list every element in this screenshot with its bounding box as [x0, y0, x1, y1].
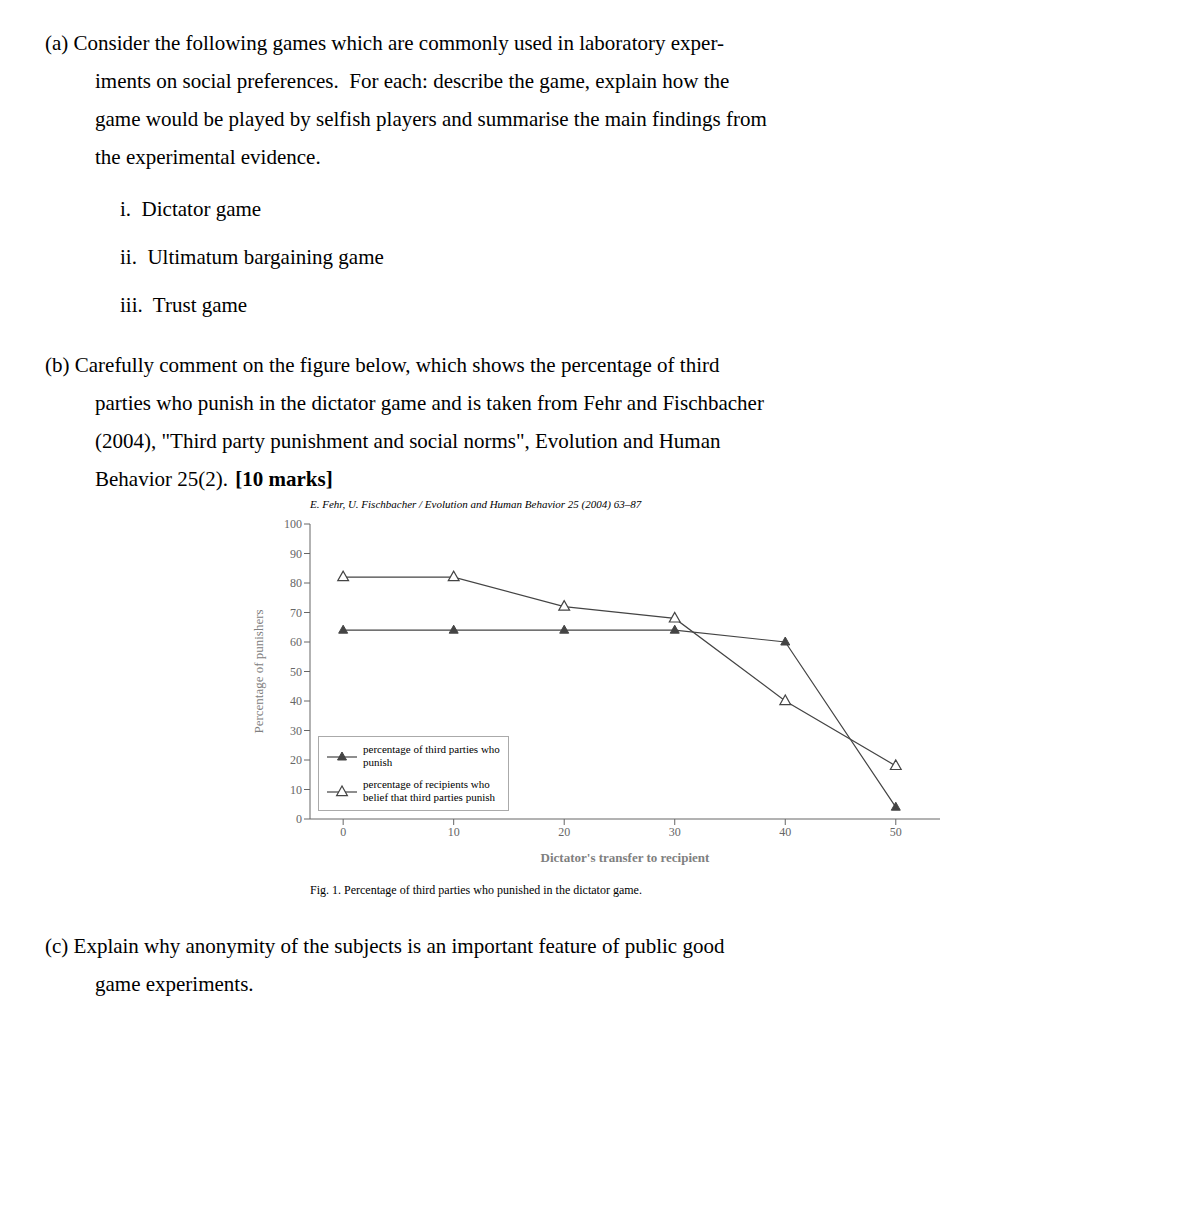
svg-text:10: 10 [448, 825, 460, 839]
html-text:Behavior 25(2). [10 marks]: Behavior 25(2). [10 marks] [95, 467, 333, 491]
html-text:Fig. 1. Percentage of third pa: Fig. 1. Percentage of third parties who … [310, 883, 642, 897]
svg-text:30: 30 [669, 825, 681, 839]
svg-text:Percentage of punishers: Percentage of punishers [251, 609, 266, 733]
svg-text:60: 60 [290, 635, 302, 649]
svg-text:20: 20 [558, 825, 570, 839]
svg-text:0: 0 [296, 812, 302, 826]
html-text:game experiments.: game experiments. [95, 972, 254, 996]
html-text:(c) Explain why anonymity of t: (c) Explain why anonymity of the subject… [45, 934, 725, 958]
html-text:percentage of third parties wh: percentage of third parties who punish [363, 743, 500, 769]
svg-text:30: 30 [290, 724, 302, 738]
svg-text:10: 10 [290, 783, 302, 797]
svg-text:70: 70 [290, 606, 302, 620]
svg-text:50: 50 [290, 665, 302, 679]
html-text:game would be played by selfis: game would be played by selfish players … [95, 107, 767, 131]
svg-text:40: 40 [290, 694, 302, 708]
html-text:i. Dictator game: i. Dictator game [120, 197, 262, 221]
svg-text:20: 20 [290, 753, 302, 767]
html-text:(b) Carefully comment on the f: (b) Carefully comment on the figure belo… [45, 353, 720, 377]
svg-text:100: 100 [284, 517, 302, 531]
svg-text:0: 0 [340, 825, 346, 839]
html-text:iii. Trust game: iii. Trust game [120, 293, 248, 317]
html-text:parties who punish in the dict: parties who punish in the dictator game … [95, 391, 764, 415]
svg-text:40: 40 [779, 825, 791, 839]
html-text:iments on social preferences.: iments on social preferences. For each: … [95, 69, 730, 93]
html-text:E. Fehr, U. Fischbacher / Evol: E. Fehr, U. Fischbacher / Evolution and … [310, 498, 642, 510]
svg-text:90: 90 [290, 547, 302, 561]
html-text:ii. Ultimatum bargaining game: ii. Ultimatum bargaining game [120, 245, 384, 269]
svg-text:80: 80 [290, 576, 302, 590]
svg-text:Dictator's transfer to recipie: Dictator's transfer to recipient [541, 850, 710, 865]
html-text:(a) Consider the following gam: (a) Consider the following games which a… [45, 31, 724, 55]
svg-text:50: 50 [890, 825, 902, 839]
html-text:(2004), "Third party punishmen: (2004), "Third party punishment and soci… [95, 429, 721, 453]
html-text:the experimental evidence.: the experimental evidence. [95, 145, 321, 169]
html-text:percentage of recipients who b: percentage of recipients who belief that… [363, 777, 495, 803]
